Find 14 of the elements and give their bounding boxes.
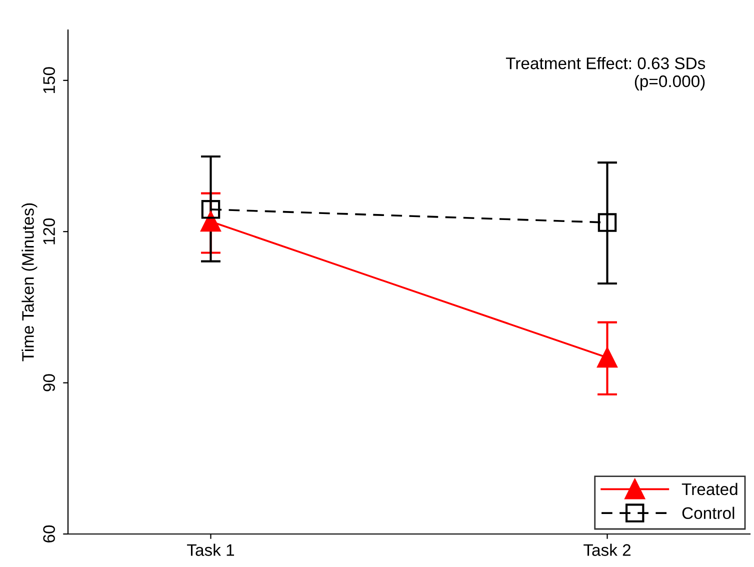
y-tick-label: 90	[43, 374, 55, 392]
point	[597, 348, 618, 368]
annotation: Treatment Effect: 0.63 SDs (p=0.000)	[506, 57, 706, 90]
y-tick-label: 150	[43, 67, 55, 94]
legend-label: Treated	[682, 482, 738, 496]
y-axis-title: Time Taken (Minutes)	[22, 203, 38, 362]
y-tick-label: 120	[43, 218, 55, 244]
x-tick-label: Task 2	[584, 544, 630, 556]
x-tick-label: Task 1	[187, 544, 234, 556]
point	[201, 200, 220, 219]
legend-label: Control	[682, 506, 734, 520]
y-tick-label: 60	[43, 525, 55, 542]
point	[200, 211, 221, 232]
point	[598, 213, 617, 232]
